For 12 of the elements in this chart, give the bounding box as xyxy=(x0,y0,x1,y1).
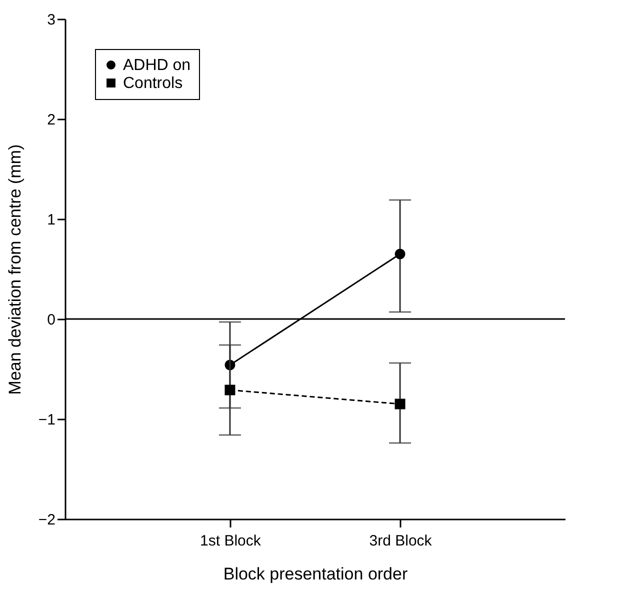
y-tick-label: 1 xyxy=(47,212,56,228)
y-tick-label: 3 xyxy=(47,12,56,28)
x-tick-label: 1st Block xyxy=(200,532,262,550)
y-tick-label: −2 xyxy=(38,512,56,528)
y-axis-title: Mean deviation from centre (mm) xyxy=(5,144,24,395)
legend-label: ADHD on xyxy=(123,57,191,74)
legend-label: Controls xyxy=(123,75,183,92)
y-tick-label: 0 xyxy=(47,312,56,328)
y-tick-label: −1 xyxy=(38,412,56,428)
y-tick-label: 2 xyxy=(47,112,56,128)
x-axis-title: Block presentation order xyxy=(223,564,408,584)
x-tick-label: 3rd Block xyxy=(369,532,432,550)
